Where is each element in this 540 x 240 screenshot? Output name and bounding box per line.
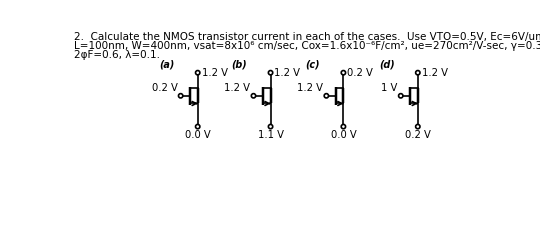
- Text: 1.2 V: 1.2 V: [274, 68, 300, 78]
- Text: 0.2 V: 0.2 V: [405, 131, 431, 140]
- Text: 1.2 V: 1.2 V: [225, 84, 251, 94]
- Text: 2.  Calculate the NMOS transistor current in each of the cases.  Use VTO=0.5V, E: 2. Calculate the NMOS transistor current…: [73, 32, 540, 42]
- Text: 1.1 V: 1.1 V: [258, 131, 284, 140]
- Text: (a): (a): [159, 60, 174, 70]
- Text: (b): (b): [232, 60, 247, 70]
- Text: 0.2 V: 0.2 V: [347, 68, 373, 78]
- Text: L=100nm, W=400nm, vsat=8x10⁶ cm/sec, Cox=1.6x10⁻⁶F/cm², ue=270cm²/V-sec, γ=0.3V½: L=100nm, W=400nm, vsat=8x10⁶ cm/sec, Cox…: [73, 41, 540, 51]
- Text: 1.2 V: 1.2 V: [422, 68, 448, 78]
- Text: (c): (c): [306, 60, 320, 70]
- Text: 2φF=0.6, λ=0.1.: 2φF=0.6, λ=0.1.: [73, 50, 160, 60]
- Text: 1.2 V: 1.2 V: [297, 84, 323, 94]
- Text: 0.0 V: 0.0 V: [185, 131, 211, 140]
- Text: 0.0 V: 0.0 V: [330, 131, 356, 140]
- Text: (d): (d): [379, 60, 395, 70]
- Text: 1 V: 1 V: [381, 84, 397, 94]
- Text: 0.2 V: 0.2 V: [152, 84, 178, 94]
- Text: 1.2 V: 1.2 V: [201, 68, 227, 78]
